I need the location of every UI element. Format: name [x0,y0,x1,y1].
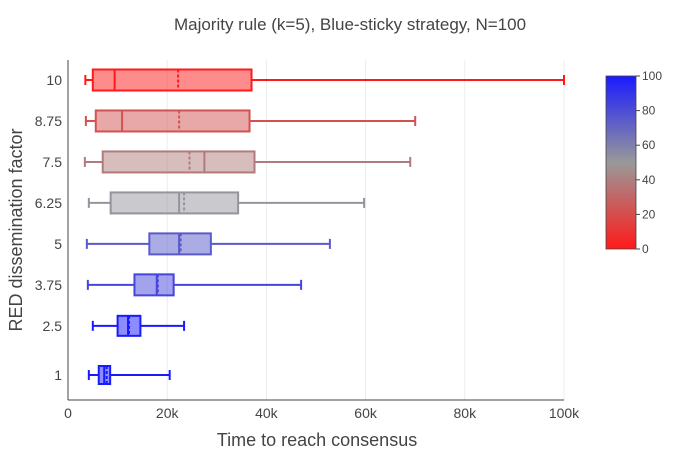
box-7.5 [83,150,412,174]
x-axis-title: Time to reach consensus [217,430,417,450]
chart-title: Majority rule (k=5), Blue-sticky strateg… [174,15,526,34]
y-tick-label: 1 [54,367,62,383]
colorbar-tick-label: 40 [642,173,656,187]
colorbar-tick-label: 100 [642,69,662,83]
y-tick-label: 10 [46,72,62,88]
y-axis-title: RED dissemination factor [6,128,26,331]
box-iqr [91,68,253,92]
box-5 [85,232,331,256]
colorbar-gradient [605,75,637,250]
colorbar-tick-label: 20 [642,207,656,221]
y-tick-label: 5 [54,236,62,252]
x-tick-label: 40k [255,405,279,421]
boxes [83,68,565,385]
box-6.25 [87,191,366,215]
box-10 [84,68,565,92]
x-tick-label: 100k [549,405,580,421]
box-iqr [94,109,251,133]
y-tick-label: 3.75 [35,277,62,293]
colorbar-tick-label: 60 [642,138,656,152]
box-iqr [101,150,256,174]
box-iqr [133,273,175,297]
gridlines [166,60,565,400]
x-tick-label: 80k [454,405,478,421]
colorbar-tick-label: 0 [642,242,649,256]
box-8.75 [84,109,417,133]
x-tick-label: 0 [64,405,72,421]
x-tick-label: 20k [156,405,180,421]
y-tick-label: 2.5 [43,318,63,334]
y-axis: 1 2.5 3.75 5 6.25 7.5 8.75 10 [35,60,69,400]
y-tick-label: 8.75 [35,113,62,129]
box-iqr [109,191,240,215]
y-tick-label: 6.25 [35,195,62,211]
box-1 [87,365,171,385]
box-3.75 [86,273,303,297]
y-tick-label: 7.5 [43,154,63,170]
x-tick-label: 60k [354,405,378,421]
colorbar-tick-label: 80 [642,104,656,118]
x-axis: 0 20k 40k 60k 80k 100k [64,399,580,421]
box-2.5 [91,314,186,337]
colorbar: 0 20 40 60 80 100 [605,69,662,256]
